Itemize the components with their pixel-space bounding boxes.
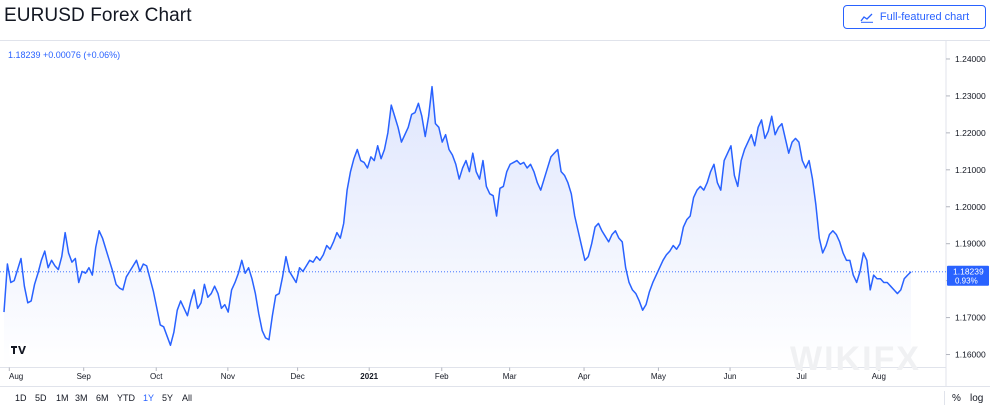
x-tick-label: Jul xyxy=(797,372,807,381)
price-legend: 1.18239 +0.00076 (+0.06%) xyxy=(8,50,121,60)
log-toggle[interactable]: log xyxy=(970,393,984,404)
x-tick-label: 2021 xyxy=(360,372,378,381)
y-tick-label: 1.24000 xyxy=(955,54,986,64)
y-tick-label: 1.23000 xyxy=(955,91,986,101)
y-tick-label: 1.20000 xyxy=(955,202,986,212)
y-tick-label: 1.21000 xyxy=(955,165,986,175)
bottom-toolbar: 1D 5D 1M 3M 6M YTD 1Y 5Y All % log xyxy=(0,389,994,409)
y-tick-label: 1.17000 xyxy=(955,313,986,323)
y-tick-label: 1.22000 xyxy=(955,128,986,138)
x-tick-label: Jun xyxy=(724,372,737,381)
full-featured-chart-button[interactable]: Full-featured chart xyxy=(843,5,986,29)
chart-icon xyxy=(860,13,873,23)
x-tick-label: Sep xyxy=(77,372,92,381)
last-change-label: 0.93% xyxy=(955,276,978,285)
last-price-label: 1.18239 xyxy=(953,266,984,276)
x-tick-label: Mar xyxy=(503,372,517,381)
x-tick-label: Feb xyxy=(435,372,449,381)
last-price-tag xyxy=(947,265,989,286)
full-featured-chart-label: Full-featured chart xyxy=(879,11,970,23)
chart-frame xyxy=(0,40,990,387)
range-1d-button[interactable]: 1D xyxy=(15,393,27,403)
range-all-button[interactable]: All xyxy=(182,393,193,403)
y-tick-label: 1.16000 xyxy=(955,350,986,360)
x-tick-label: Apr xyxy=(578,372,591,381)
x-tick-label: Oct xyxy=(150,372,163,381)
x-tick-label: Aug xyxy=(872,372,886,381)
range-ytd-button[interactable]: YTD xyxy=(117,393,135,403)
x-tick-label: Dec xyxy=(290,372,304,381)
toolbar-divider xyxy=(944,391,945,405)
range-6m-button[interactable]: 6M xyxy=(96,393,109,403)
series-area xyxy=(4,86,911,368)
x-tick-label: May xyxy=(651,372,666,381)
price-chart[interactable]: 1.160001.170001.180001.190001.200001.210… xyxy=(0,0,994,387)
watermark-logo: WIKIFX xyxy=(790,340,921,378)
range-3m-button[interactable]: 3M xyxy=(75,393,88,403)
range-5d-button[interactable]: 5D xyxy=(35,393,47,403)
series-line xyxy=(3,85,912,347)
page-title: EURUSD Forex Chart xyxy=(4,5,192,26)
range-5y-button[interactable]: 5Y xyxy=(162,393,174,403)
x-tick-label: Aug xyxy=(9,372,23,381)
tradingview-logo-icon xyxy=(9,343,29,362)
percent-toggle[interactable]: % xyxy=(952,393,961,404)
range-1y-button[interactable]: 1Y xyxy=(143,393,155,403)
y-tick-label: 1.19000 xyxy=(955,239,986,249)
range-1m-button[interactable]: 1M xyxy=(56,393,69,403)
x-tick-label: Nov xyxy=(221,372,235,381)
